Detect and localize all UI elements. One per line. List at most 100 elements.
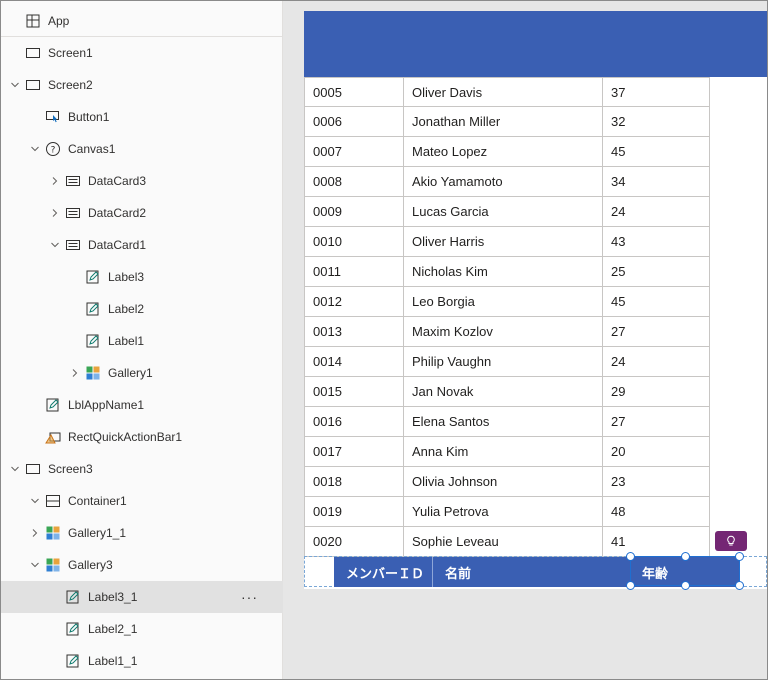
- table-row[interactable]: 0019 Yulia Petrova 48: [304, 497, 710, 527]
- cell-member-id[interactable]: 0015: [304, 377, 404, 407]
- resize-handle-bottom-middle[interactable]: [681, 581, 690, 590]
- cell-name[interactable]: Akio Yamamoto: [403, 167, 603, 197]
- tree-item-app[interactable]: App: [1, 5, 283, 37]
- cell-name[interactable]: Sophie Leveau: [403, 527, 603, 557]
- resize-handle-bottom-right[interactable]: [735, 581, 744, 590]
- cell-age[interactable]: 23: [602, 467, 710, 497]
- resize-handle-top-middle[interactable]: [681, 552, 690, 561]
- chevron-down-icon[interactable]: [29, 495, 41, 507]
- cell-name[interactable]: Olivia Johnson: [403, 467, 603, 497]
- cell-member-id[interactable]: 0016: [304, 407, 404, 437]
- tree-item-label2[interactable]: Label2: [1, 293, 283, 325]
- table-row[interactable]: 0010 Oliver Harris 43: [304, 227, 710, 257]
- table-row[interactable]: 0014 Philip Vaughn 24: [304, 347, 710, 377]
- cell-name[interactable]: Oliver Davis: [403, 77, 603, 107]
- cell-name[interactable]: Yulia Petrova: [403, 497, 603, 527]
- resize-handle-top-right[interactable]: [735, 552, 744, 561]
- resize-handle-top-left[interactable]: [626, 552, 635, 561]
- table-row[interactable]: 0005 Oliver Davis 37: [304, 77, 710, 107]
- chevron-right-icon[interactable]: [29, 527, 41, 539]
- table-row[interactable]: 0007 Mateo Lopez 45: [304, 137, 710, 167]
- tree-item-container1[interactable]: Container1: [1, 485, 283, 517]
- tree-item-gallery1_1[interactable]: Gallery1_1: [1, 517, 283, 549]
- cell-name[interactable]: Lucas Garcia: [403, 197, 603, 227]
- tree-item-label3[interactable]: Label3: [1, 261, 283, 293]
- cell-name[interactable]: Jan Novak: [403, 377, 603, 407]
- chevron-right-icon[interactable]: [49, 207, 61, 219]
- tree-item-screen1[interactable]: Screen1: [1, 37, 283, 69]
- tree-item-label3_1[interactable]: Label3_1 ···: [1, 581, 283, 613]
- table-row[interactable]: 0011 Nicholas Kim 25: [304, 257, 710, 287]
- tree-item-screen2[interactable]: Screen2: [1, 69, 283, 101]
- cell-member-id[interactable]: 0006: [304, 107, 404, 137]
- cell-member-id[interactable]: 0018: [304, 467, 404, 497]
- cell-age[interactable]: 24: [602, 197, 710, 227]
- tree-item-gallery3[interactable]: Gallery3: [1, 549, 283, 581]
- cell-age[interactable]: 41: [602, 527, 710, 557]
- table-row[interactable]: 0015 Jan Novak 29: [304, 377, 710, 407]
- cell-member-id[interactable]: 0014: [304, 347, 404, 377]
- cell-age[interactable]: 24: [602, 347, 710, 377]
- tree-item-gallery1[interactable]: Gallery1: [1, 357, 283, 389]
- tree-item-rectquickactionbar1[interactable]: RectQuickActionBar1: [1, 421, 283, 453]
- tree-item-datacard2[interactable]: DataCard2: [1, 197, 283, 229]
- cell-member-id[interactable]: 0020: [304, 527, 404, 557]
- cell-member-id[interactable]: 0011: [304, 257, 404, 287]
- copilot-suggestion-button[interactable]: [715, 531, 747, 551]
- table-row[interactable]: 0009 Lucas Garcia 24: [304, 197, 710, 227]
- tree-item-datacard3[interactable]: DataCard3: [1, 165, 283, 197]
- table-row[interactable]: 0020 Sophie Leveau 41: [304, 527, 710, 557]
- cell-age[interactable]: 45: [602, 137, 710, 167]
- title-bar[interactable]: [304, 11, 767, 77]
- table-row[interactable]: 0018 Olivia Johnson 23: [304, 467, 710, 497]
- cell-age[interactable]: 25: [602, 257, 710, 287]
- tree-item-button1[interactable]: Button1: [1, 101, 283, 133]
- chevron-down-icon[interactable]: [49, 239, 61, 251]
- cell-age[interactable]: 34: [602, 167, 710, 197]
- table-row[interactable]: 0006 Jonathan Miller 32: [304, 107, 710, 137]
- table-row[interactable]: 0012 Leo Borgia 45: [304, 287, 710, 317]
- cell-age[interactable]: 37: [602, 77, 710, 107]
- cell-age[interactable]: 32: [602, 107, 710, 137]
- cell-member-id[interactable]: 0009: [304, 197, 404, 227]
- cell-member-id[interactable]: 0010: [304, 227, 404, 257]
- cell-member-id[interactable]: 0008: [304, 167, 404, 197]
- cell-name[interactable]: Oliver Harris: [403, 227, 603, 257]
- chevron-down-icon[interactable]: [9, 463, 21, 475]
- cell-age[interactable]: 20: [602, 437, 710, 467]
- header-name[interactable]: 名前: [445, 565, 472, 581]
- tree-item-screen3[interactable]: Screen3: [1, 453, 283, 485]
- resize-handle-bottom-left[interactable]: [626, 581, 635, 590]
- cell-name[interactable]: Mateo Lopez: [403, 137, 603, 167]
- tree-item-lblappname1[interactable]: LblAppName1: [1, 389, 283, 421]
- cell-member-id[interactable]: 0019: [304, 497, 404, 527]
- header-member-id[interactable]: メンバーＩＤ: [334, 557, 433, 587]
- table-row[interactable]: 0016 Elena Santos 27: [304, 407, 710, 437]
- chevron-right-icon[interactable]: [69, 367, 81, 379]
- cell-name[interactable]: Nicholas Kim: [403, 257, 603, 287]
- cell-age[interactable]: 27: [602, 317, 710, 347]
- tree-item-datacard1[interactable]: DataCard1: [1, 229, 283, 261]
- cell-member-id[interactable]: 0017: [304, 437, 404, 467]
- cell-name[interactable]: Philip Vaughn: [403, 347, 603, 377]
- cell-name[interactable]: Elena Santos: [403, 407, 603, 437]
- cell-name[interactable]: Jonathan Miller: [403, 107, 603, 137]
- tree-item-label2_1[interactable]: Label2_1: [1, 613, 283, 645]
- chevron-down-icon[interactable]: [9, 79, 21, 91]
- tree-item-label1_1[interactable]: Label1_1: [1, 645, 283, 677]
- chevron-down-icon[interactable]: [29, 143, 41, 155]
- cell-name[interactable]: Leo Borgia: [403, 287, 603, 317]
- cell-member-id[interactable]: 0013: [304, 317, 404, 347]
- cell-member-id[interactable]: 0012: [304, 287, 404, 317]
- design-canvas[interactable]: 0005 Oliver Davis 37 0006 Jonathan Miller 32 0…: [284, 1, 767, 679]
- table-row[interactable]: 0013 Maxim Kozlov 27: [304, 317, 710, 347]
- cell-name[interactable]: Maxim Kozlov: [403, 317, 603, 347]
- cell-age[interactable]: 29: [602, 377, 710, 407]
- table-row[interactable]: 0017 Anna Kim 20: [304, 437, 710, 467]
- table-row[interactable]: 0008 Akio Yamamoto 34: [304, 167, 710, 197]
- header-age[interactable]: 年齢: [642, 565, 669, 581]
- cell-member-id[interactable]: 0005: [304, 77, 404, 107]
- cell-age[interactable]: 43: [602, 227, 710, 257]
- cell-name[interactable]: Anna Kim: [403, 437, 603, 467]
- more-options-button[interactable]: ···: [241, 589, 258, 605]
